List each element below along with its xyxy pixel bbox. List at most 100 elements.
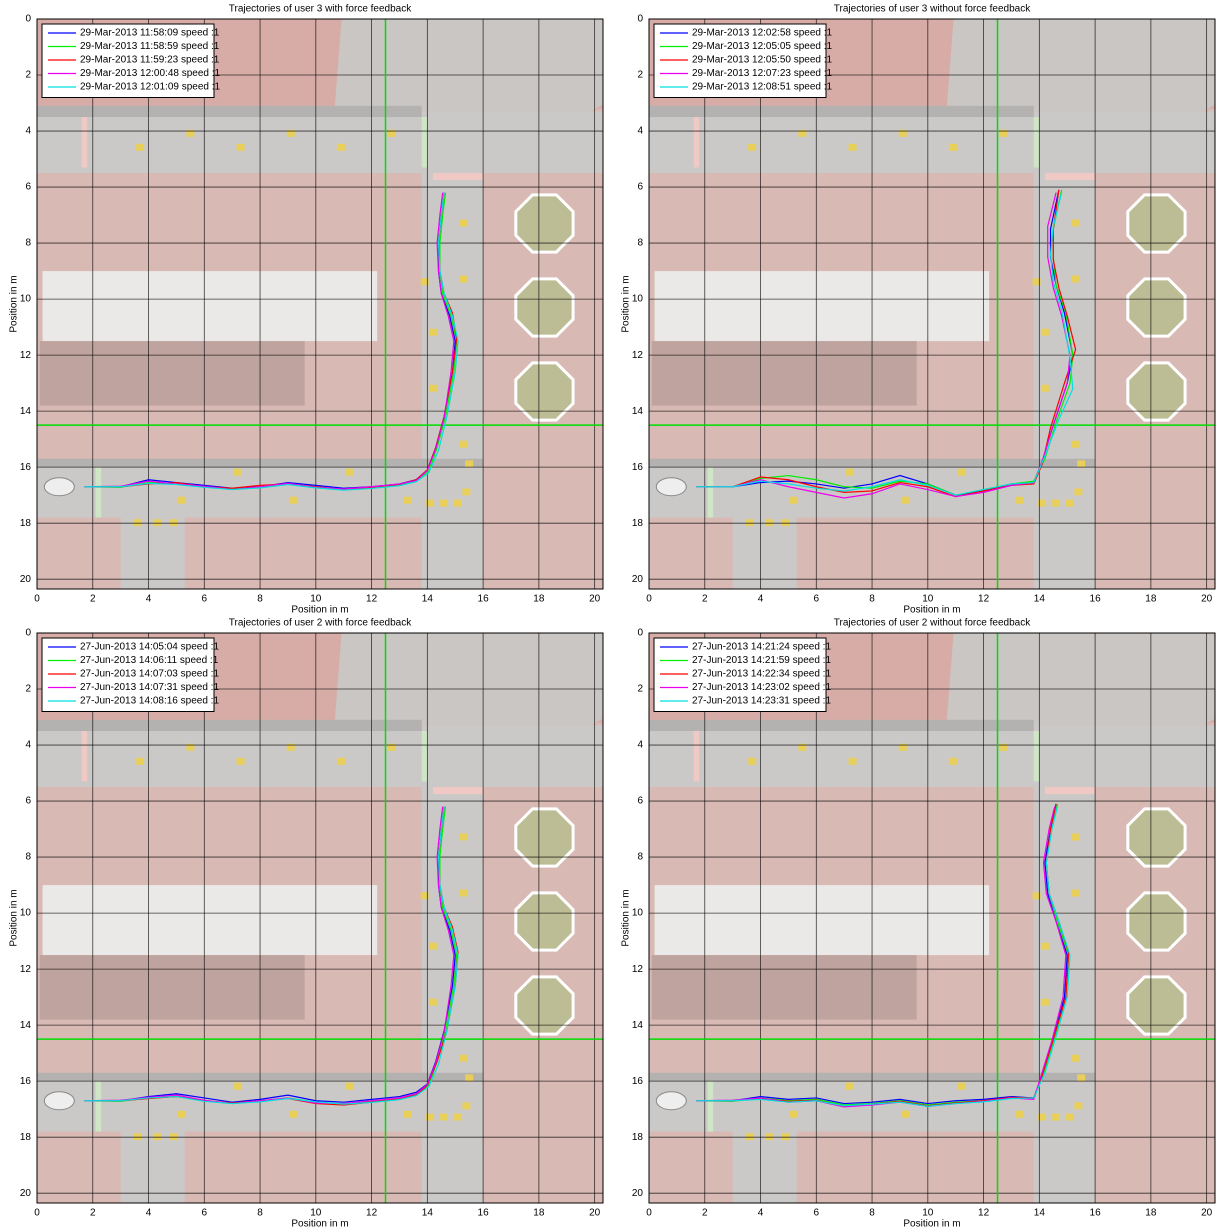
legend: 27-Jun-2013 14:21:24 speed :1 27-Jun-2013…: [653, 637, 831, 712]
x-tick-label: 4: [146, 1208, 152, 1219]
x-tick-label: 14: [422, 1208, 434, 1219]
y-tick-label: 2: [637, 70, 643, 81]
legend-label: 27-Jun-2013 14:21:24 speed :1: [692, 642, 831, 653]
x-tick-label: 12: [978, 1208, 990, 1219]
legend: 29-Mar-2013 12:02:58 speed :1 29-Mar-2013…: [653, 23, 833, 98]
legend-label: 29-Mar-2013 11:58:59 speed :1: [80, 41, 220, 52]
y-tick-label: 16: [632, 462, 644, 473]
x-tick-label: 2: [90, 594, 96, 605]
y-tick-label: 12: [20, 350, 32, 361]
y-tick-label: 8: [25, 238, 31, 249]
y-tick-label: 4: [25, 740, 31, 751]
legend-label: 27-Jun-2013 14:23:31 speed :1: [692, 696, 831, 707]
x-tick-label: 0: [34, 594, 40, 605]
legend-box: [653, 637, 827, 712]
legend-label: 27-Jun-2013 14:21:59 speed :1: [692, 655, 831, 666]
y-tick-label: 10: [632, 294, 644, 305]
y-tick-label: 12: [20, 964, 32, 975]
chart-title: Trajectories of user 2 with force feedba…: [229, 618, 412, 629]
y-tick-label: 14: [632, 406, 644, 417]
y-tick-label: 4: [637, 126, 643, 137]
legend-label: 27-Jun-2013 14:07:03 speed :1: [80, 669, 219, 680]
y-tick-label: 20: [632, 1188, 644, 1199]
chart-panel: 0 2 4 6 8 10 12 14 16 18 2002468101214161820Trajec…: [9, 618, 604, 1230]
y-tick-label: 10: [632, 908, 644, 919]
x-tick-label: 20: [589, 594, 601, 605]
trajectory-line: [696, 806, 1071, 1107]
legend-label: 27-Jun-2013 14:06:11 speed :1: [80, 655, 219, 666]
y-axis-label: Position in m: [9, 275, 20, 332]
legend: 27-Jun-2013 14:05:04 speed :1 27-Jun-2013…: [41, 637, 219, 712]
map-background: [649, 19, 1215, 589]
x-tick-label: 16: [1090, 1208, 1102, 1219]
plot-border: [36, 18, 604, 590]
legend: 29-Mar-2013 11:58:09 speed :1 29-Mar-2013…: [41, 23, 221, 98]
y-tick-label: 2: [25, 70, 31, 81]
x-tick-label: 20: [1201, 594, 1213, 605]
x-tick-label: 20: [589, 1208, 601, 1219]
y-tick-label: 20: [20, 574, 32, 585]
y-tick-label: 8: [637, 852, 643, 863]
x-tick-label: 12: [978, 594, 990, 605]
plot-area: [649, 633, 1215, 1203]
y-tick-label: 12: [632, 964, 644, 975]
y-tick-label: 6: [25, 796, 31, 807]
y-tick-label: 14: [632, 1020, 644, 1031]
legend-label: 27-Jun-2013 14:07:31 speed :1: [80, 682, 219, 693]
x-tick-label: 16: [1090, 594, 1102, 605]
legend-label: 27-Jun-2013 14:08:16 speed :1: [80, 696, 219, 707]
y-tick-label: 18: [20, 518, 32, 529]
x-tick-label: 0: [34, 1208, 40, 1219]
x-tick-label: 6: [202, 594, 208, 605]
y-tick-label: 6: [637, 796, 643, 807]
chart-panel: 0 2 4 6 8 10 12 14 16 18 2002468101214161820Trajec…: [9, 4, 604, 616]
x-tick-label: 4: [758, 594, 764, 605]
y-tick-label: 4: [637, 740, 643, 751]
y-tick-label: 12: [632, 350, 644, 361]
legend-label: 27-Jun-2013 14:22:34 speed :1: [692, 669, 831, 680]
x-tick-label: 18: [1145, 594, 1157, 605]
x-tick-label: 14: [1034, 1208, 1046, 1219]
trajectory-line: [84, 806, 459, 1105]
chart-panel: 0 2 4 6 8 10 12 14 16 18 2002468101214161820Trajec…: [621, 618, 1216, 1230]
y-tick-label: 2: [25, 684, 31, 695]
y-tick-label: 0: [637, 14, 643, 25]
x-tick-label: 8: [869, 1208, 875, 1219]
y-tick-label: 8: [25, 852, 31, 863]
trajectory-line: [696, 192, 1071, 499]
legend-label: 29-Mar-2013 12:02:58 speed :1: [692, 28, 833, 39]
legend-label: 29-Mar-2013 12:08:51 speed :1: [692, 82, 833, 93]
x-tick-label: 16: [478, 1208, 490, 1219]
y-tick-label: 2: [637, 684, 643, 695]
y-axis-label: Position in m: [621, 889, 632, 946]
chart-title: Trajectories of user 3 without force fee…: [834, 4, 1031, 15]
x-tick-label: 2: [90, 1208, 96, 1219]
y-tick-label: 4: [25, 126, 31, 137]
y-tick-label: 6: [637, 182, 643, 193]
x-axis-label: Position in m: [903, 1219, 960, 1230]
x-tick-label: 8: [869, 594, 875, 605]
x-tick-label: 2: [702, 594, 708, 605]
x-axis-label: Position in m: [291, 605, 348, 616]
chart-title: Trajectories of user 3 with force feedba…: [229, 4, 412, 15]
y-tick-label: 0: [637, 628, 643, 639]
legend-label: 29-Mar-2013 12:05:05 speed :1: [692, 41, 833, 52]
y-tick-label: 18: [20, 1132, 32, 1143]
legend-box: [41, 23, 215, 98]
x-tick-label: 14: [1034, 594, 1046, 605]
legend-label: 29-Mar-2013 11:58:09 speed :1: [80, 28, 220, 39]
y-tick-label: 8: [637, 238, 643, 249]
x-tick-label: 18: [1145, 1208, 1157, 1219]
x-tick-label: 4: [758, 1208, 764, 1219]
legend-label: 29-Mar-2013 12:05:50 speed :1: [692, 55, 833, 66]
plot-area: [37, 633, 603, 1203]
trajectory-line: [696, 192, 1074, 496]
x-tick-label: 12: [366, 1208, 378, 1219]
x-tick-label: 6: [202, 1208, 208, 1219]
x-tick-label: 2: [702, 1208, 708, 1219]
trajectory-line: [696, 189, 1077, 498]
y-tick-label: 16: [20, 1076, 32, 1087]
y-tick-label: 16: [632, 1076, 644, 1087]
x-tick-label: 4: [146, 594, 152, 605]
